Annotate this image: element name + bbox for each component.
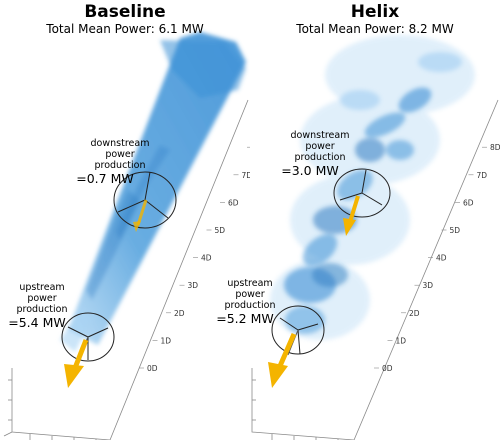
helix-panel: 0D 1D 2D 3D 4D 5D 6D 7D 8D Helix Total Mean Powe… (216, 0, 500, 440)
axis-frame (3, 99, 249, 440)
annotation-line: production (94, 160, 146, 171)
axis-tick-label: 0D (382, 364, 393, 373)
annotation-line: upstream (19, 282, 65, 293)
axis-tick-label: 1D (396, 336, 407, 345)
panel-title: Helix (350, 2, 400, 22)
axis-tick-label: 2D (409, 309, 420, 318)
wake-plume (60, 32, 246, 352)
axis-tick-label: 2D (174, 309, 185, 318)
annotation-line: production (224, 300, 276, 311)
upstream-turbine-rotor (271, 305, 325, 356)
axis-tick-label: 3D (188, 281, 199, 290)
downstream-power-annotation: downstream power production =3.0 MW (270, 130, 370, 178)
axis-tick-label: 5D (450, 226, 461, 235)
annotation-line: power (27, 293, 57, 304)
axis-tick-label: 5D (215, 226, 226, 235)
axis-frame (251, 99, 499, 440)
axis-tick-label: 6D (228, 198, 239, 207)
axis-tick-label: 0D (147, 364, 158, 373)
axis-tick-label: 1D (161, 336, 172, 345)
axis-tick-label: 8D (490, 143, 500, 152)
annotation-line: power (305, 141, 335, 152)
annotation-line: power (235, 289, 265, 300)
axis-tick-label: 7D (242, 171, 251, 180)
downstream-power-annotation: downstream power production =0.7 MW (70, 138, 170, 186)
axis-tick-label: 4D (436, 254, 447, 263)
downstream-turbine-rotor (113, 171, 177, 229)
annotation-line: production (294, 152, 346, 163)
annotation-line: downstream (90, 138, 150, 149)
upstream-power-annotation: upstream power production =5.4 MW (2, 282, 82, 330)
panel-title: Baseline (84, 2, 166, 22)
downstream-power-value: =3.0 MW (281, 163, 339, 178)
upstream-power-value: =5.2 MW (216, 311, 274, 326)
annotation-line: power (105, 149, 135, 160)
downstream-turbine-rotor (333, 168, 391, 218)
upstream-thrust-arrow (64, 339, 89, 388)
annotation-line: downstream (290, 130, 350, 141)
upstream-power-value: =5.4 MW (8, 315, 66, 330)
downstream-thrust-arrow (343, 195, 360, 236)
downstream-power-value: =0.7 MW (76, 171, 134, 186)
upstream-thrust-arrow (268, 332, 297, 388)
annotation-line: production (16, 304, 68, 315)
axis-tick-label: 3D (423, 281, 434, 290)
helix-wake-scene: 0D 1D 2D 3D 4D 5D 6D 7D 8D (251, 35, 500, 440)
total-mean-power: Total Mean Power: 6.1 MW (46, 22, 204, 36)
total-mean-power: Total Mean Power: 8.2 MW (296, 22, 454, 36)
axis-tick-label: 4D (201, 254, 212, 263)
upstream-power-annotation: upstream power production =5.2 MW (210, 278, 290, 326)
annotation-line: upstream (227, 278, 273, 289)
distance-axis-labels: 0D 1D 2D 3D 4D 5D 6D 7D 8D (374, 143, 500, 373)
downstream-thrust-arrow (133, 199, 148, 232)
axis-tick-label: 7D (477, 171, 488, 180)
axis-tick-label: 6D (463, 198, 474, 207)
